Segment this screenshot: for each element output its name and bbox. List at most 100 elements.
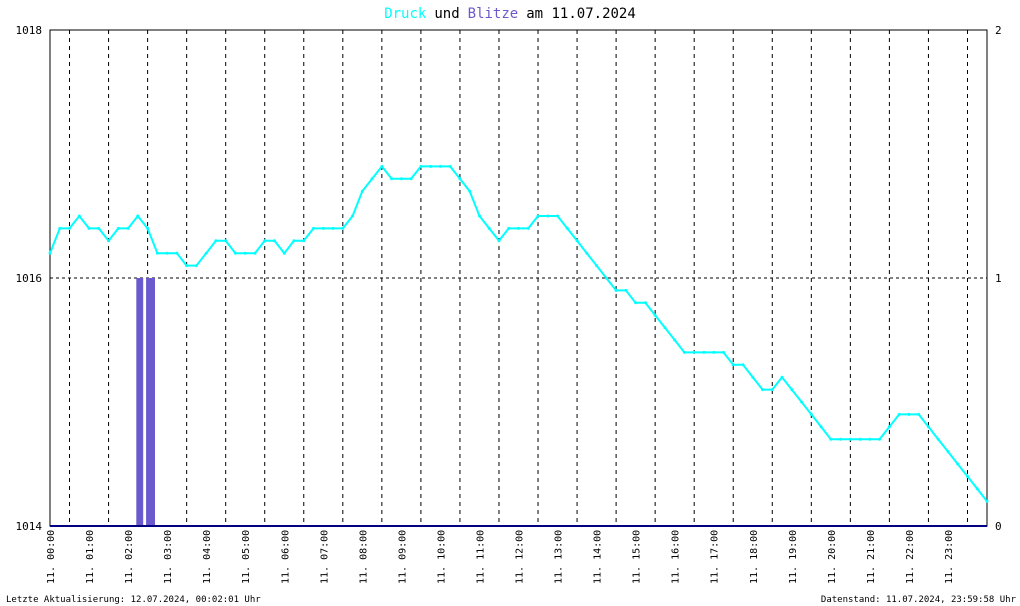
x-tick-label: 11. 21:00 [866, 530, 877, 584]
data-point-druck [634, 301, 638, 305]
data-point-druck [790, 388, 794, 392]
bar-blitze [148, 278, 152, 526]
data-point-druck [517, 226, 520, 230]
data-point-druck [722, 350, 725, 354]
x-tick-label: 11. 02:00 [124, 530, 135, 584]
data-point-druck [321, 226, 325, 230]
bar-blitze [136, 278, 140, 526]
data-point-druck [126, 226, 130, 230]
bar-blitze [140, 278, 144, 526]
x-tick-label: 11. 08:00 [358, 530, 369, 584]
data-point-druck [107, 239, 111, 243]
x-tick-label: 11. 22:00 [905, 530, 916, 584]
bar-blitze [146, 278, 150, 526]
data-point-druck [341, 226, 345, 230]
data-point-druck [858, 437, 862, 441]
title-connector: und [434, 6, 459, 22]
data-point-druck [204, 251, 208, 255]
data-point-druck [312, 226, 315, 230]
data-point-druck [194, 264, 198, 268]
bar-blitze [152, 278, 155, 526]
x-tick-label: 11. 01:00 [85, 530, 96, 584]
data-point-druck [116, 226, 120, 230]
data-point-druck [907, 412, 911, 416]
data-point-druck [165, 251, 169, 255]
data-point-druck [370, 177, 374, 181]
data-point-druck [848, 437, 852, 441]
data-point-druck [653, 313, 657, 317]
data-point-druck [273, 239, 276, 243]
data-point-druck [692, 350, 696, 354]
x-tick-label: 11. 20:00 [827, 530, 838, 584]
data-point-druck [819, 425, 823, 429]
data-point-druck [146, 226, 150, 230]
data-point-druck [458, 177, 462, 181]
x-tick-label: 11. 05:00 [241, 530, 252, 584]
series-line-druck [49, 164, 988, 502]
data-point-druck [966, 474, 969, 478]
data-point-druck [478, 214, 481, 218]
data-point-druck [917, 412, 921, 416]
data-point-druck [546, 214, 550, 218]
data-point-druck [87, 226, 91, 230]
data-point-druck [292, 239, 296, 243]
data-point-druck [868, 437, 872, 441]
data-point-druck [770, 388, 774, 392]
data-point-druck [985, 499, 989, 503]
data-point-druck [926, 425, 930, 429]
data-point-druck [761, 388, 764, 392]
data-point-druck [175, 251, 179, 255]
data-point-druck [233, 251, 237, 255]
y-left-tick-label: 1014 [16, 520, 43, 533]
x-tick-label: 11. 12:00 [515, 530, 526, 584]
data-point-druck [780, 375, 784, 379]
chart-title: Druck und Blitze am 11.07.2024 [384, 6, 636, 22]
data-point-druck [682, 350, 686, 354]
data-point-druck [448, 164, 452, 168]
data-point-druck [136, 214, 140, 218]
data-point-druck [556, 214, 559, 218]
x-tick-label: 11. 17:00 [710, 530, 721, 584]
x-tick-label: 11. 11:00 [475, 530, 486, 584]
data-point-druck [585, 251, 589, 255]
data-point-druck [409, 177, 413, 181]
data-point-druck [751, 375, 755, 379]
data-point-druck [595, 264, 599, 268]
data-point-druck [185, 264, 189, 268]
data-point-druck [331, 226, 335, 230]
data-point-druck [809, 412, 813, 416]
data-point-druck [897, 412, 901, 416]
data-point-druck [429, 164, 433, 168]
x-tick-label: 11. 15:00 [632, 530, 643, 584]
data-point-druck [58, 226, 62, 230]
data-point-druck [224, 239, 228, 243]
data-point-druck [155, 251, 159, 255]
data-point-druck [390, 177, 394, 181]
data-point-druck [536, 214, 540, 218]
data-point-druck [975, 487, 979, 491]
x-tick-label: 11. 16:00 [671, 530, 682, 584]
title-series-lightning: Blitze [468, 6, 519, 22]
data-point-druck [702, 350, 706, 354]
x-tick-label: 11. 09:00 [397, 530, 408, 584]
data-point-druck [829, 437, 833, 441]
data-point-druck [624, 288, 628, 292]
footer-last-update: Letzte Aktualisierung: 12.07.2024, 00:02… [6, 595, 261, 605]
data-point-druck [507, 226, 511, 230]
data-point-druck [380, 164, 384, 168]
data-point-druck [399, 177, 403, 181]
data-point-druck [77, 214, 81, 218]
data-point-druck [263, 239, 267, 243]
x-tick-label: 11. 06:00 [280, 530, 291, 584]
data-point-druck [282, 251, 286, 255]
data-point-druck [956, 462, 960, 466]
data-point-druck [673, 338, 677, 342]
data-point-druck [214, 239, 218, 243]
data-point-druck [253, 251, 257, 255]
data-point-druck [800, 400, 804, 404]
data-point-druck [731, 363, 735, 367]
x-tick-label: 11. 10:00 [436, 530, 447, 584]
data-point-druck [643, 301, 647, 305]
